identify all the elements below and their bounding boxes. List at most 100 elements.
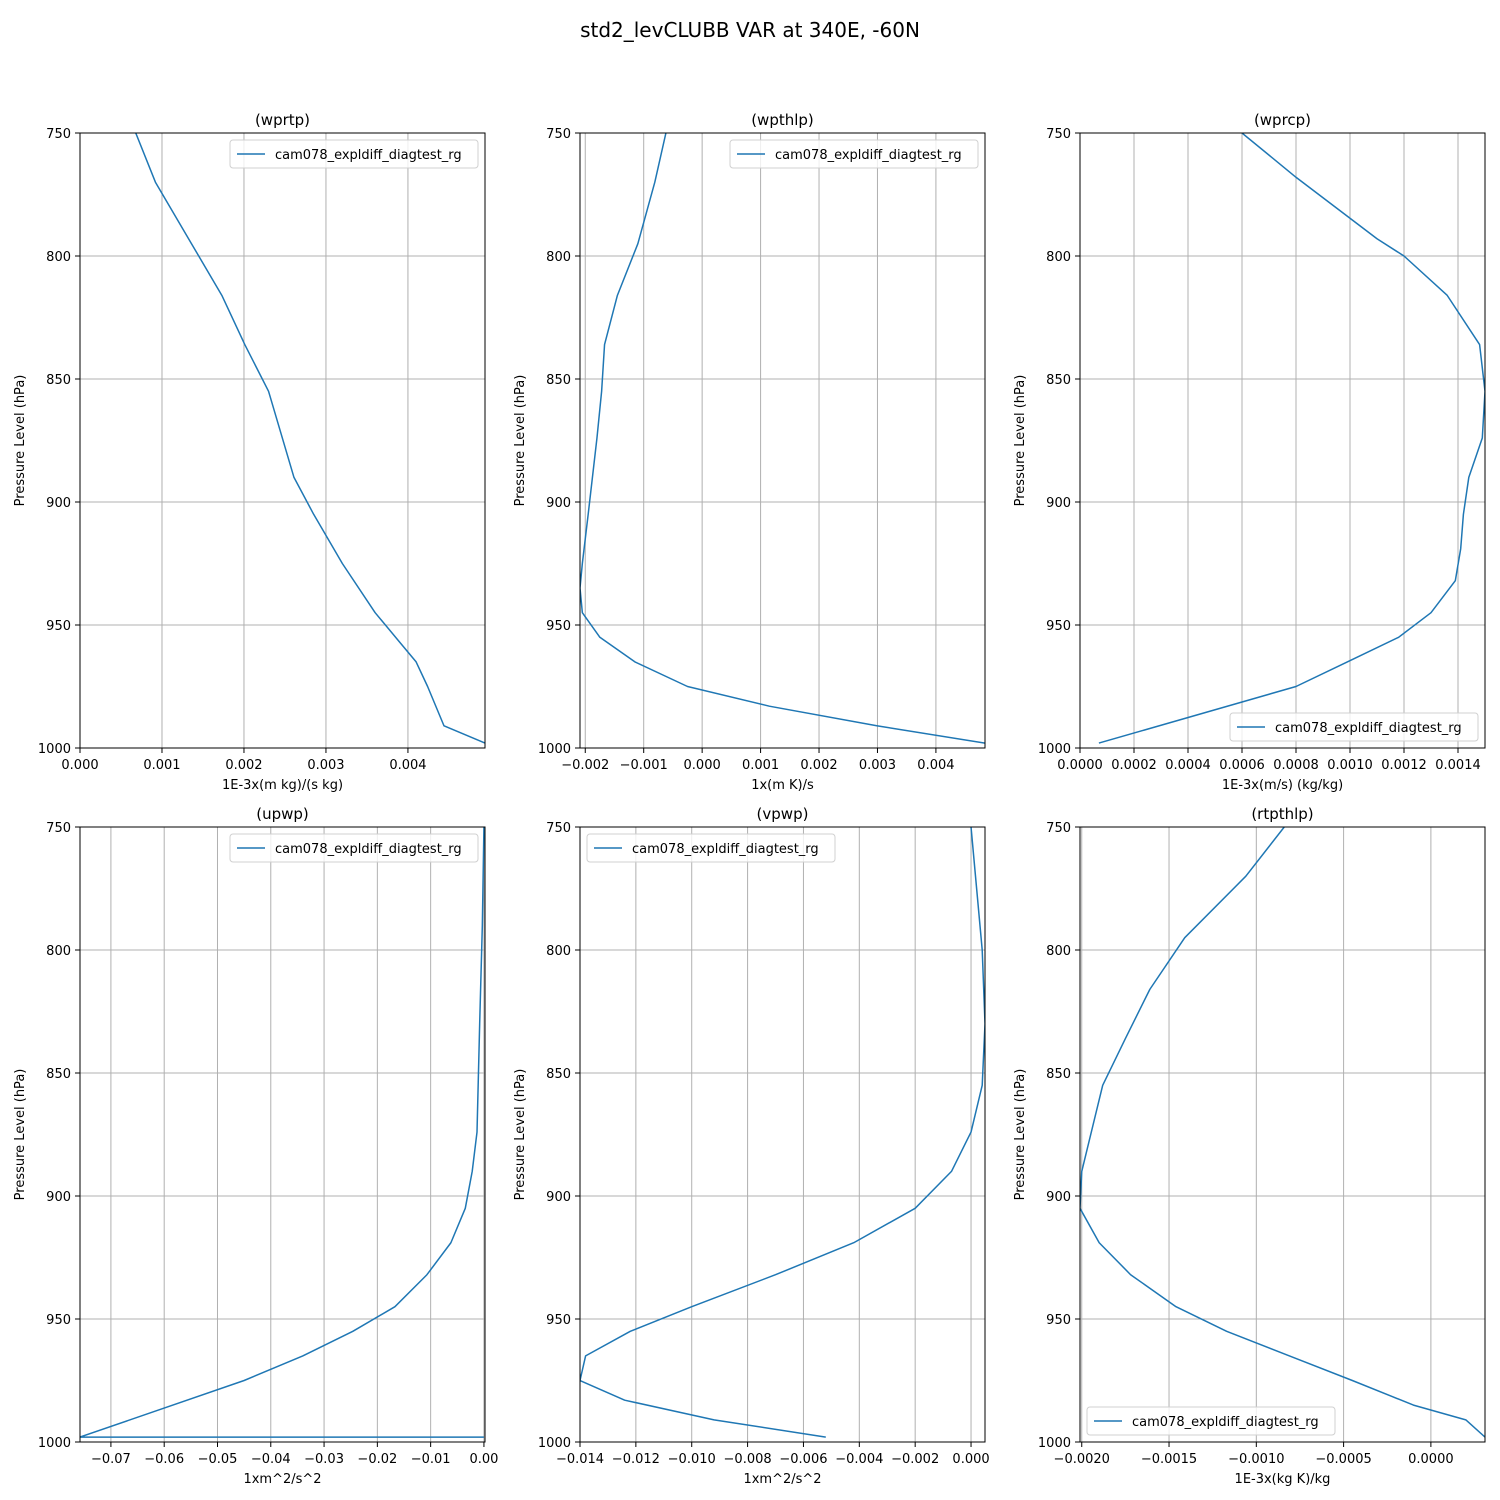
y-tick-label: 750 <box>46 127 71 142</box>
x-tick-label: 0.0002 <box>1111 758 1157 773</box>
x-tick-label: 0.002 <box>225 758 262 773</box>
y-tick-label: 800 <box>546 944 571 959</box>
series-line <box>135 133 485 744</box>
x-tick-label: 0.002 <box>800 758 837 773</box>
series-line <box>1098 133 1485 744</box>
x-tick-label: 0.001 <box>143 758 180 773</box>
x-tick-label: −0.02 <box>357 1452 397 1467</box>
legend-box <box>586 833 836 863</box>
x-tick-label: 0.0000 <box>1057 758 1103 773</box>
y-tick-label: 1000 <box>1038 742 1071 757</box>
y-axis-label: Pressure Level (hPa) <box>513 1069 528 1201</box>
y-tick-label: 850 <box>546 373 571 388</box>
y-tick-label: 800 <box>546 250 571 265</box>
x-tick-label: −0.07 <box>91 1452 131 1467</box>
legend-label: cam078_expldiff_diagtest_rg <box>1275 721 1462 736</box>
x-axis-label: 1x(m K)/s <box>751 778 814 793</box>
y-tick-label: 1000 <box>38 742 71 757</box>
y-tick-label: 750 <box>46 821 71 836</box>
figure-title: std2_levCLUBB VAR at 340E, -60N <box>580 18 920 42</box>
y-axis-label: Pressure Level (hPa) <box>13 375 28 507</box>
panel-5: −0.014 −0.012 −0.010 −0.008 −0.006 −0.004 −0.0… <box>513 805 990 1487</box>
x-tick-label: −0.03 <box>304 1452 344 1467</box>
legend-label: cam078_expldiff_diagtest_rg <box>1132 1415 1319 1430</box>
y-tick-label: 850 <box>46 373 71 388</box>
legend: cam078_expldiff_diagtest_rg <box>729 139 979 169</box>
y-axis-label: Pressure Level (hPa) <box>1013 375 1028 507</box>
y-tick-label: 950 <box>46 619 71 634</box>
x-tick-label: 0.003 <box>859 758 896 773</box>
y-tick-label: 900 <box>546 1190 571 1205</box>
y-tick-label: 850 <box>1046 1067 1071 1082</box>
x-axis-label: 1xm^2/s^2 <box>243 1472 321 1487</box>
x-tick-label: 0.004 <box>389 758 426 773</box>
x-tick-label: −0.05 <box>198 1452 238 1467</box>
panel-2: −0.002 −0.001 0.000 0.001 0.002 0.003 0.004 750… <box>513 111 986 793</box>
legend: cam078_expldiff_diagtest_rg <box>229 139 479 169</box>
x-tick-label: 0.00 <box>469 1452 498 1467</box>
legend-box <box>229 139 479 169</box>
x-tick-label: −0.0015 <box>1141 1452 1197 1467</box>
x-tick-label: −0.004 <box>835 1452 883 1467</box>
x-tick-label: −0.006 <box>779 1452 827 1467</box>
y-tick-label: 800 <box>1046 944 1071 959</box>
x-tick-label: −0.014 <box>556 1452 604 1467</box>
y-tick-label: 900 <box>1046 1190 1071 1205</box>
y-tick-label: 850 <box>1046 373 1071 388</box>
y-tick-label: 900 <box>46 496 71 511</box>
x-tick-label: −0.0010 <box>1228 1452 1284 1467</box>
y-tick-label: 950 <box>1046 619 1071 634</box>
y-axis-label: Pressure Level (hPa) <box>13 1069 28 1201</box>
x-tick-label: −0.0005 <box>1315 1452 1371 1467</box>
x-tick-label: −0.01 <box>411 1452 451 1467</box>
panel-title: (upwp) <box>256 805 309 823</box>
x-tick-label: −0.04 <box>251 1452 291 1467</box>
axes-frame <box>579 132 986 749</box>
x-tick-label: 0.0012 <box>1381 758 1427 773</box>
panel-title: (rtpthlp) <box>1251 805 1313 823</box>
panel-4: −0.07 −0.06 −0.05 −0.04 −0.03 −0.02 −0.01 0.00 7… <box>13 805 498 1487</box>
y-tick-label: 900 <box>546 496 571 511</box>
x-tick-label: 0.001 <box>742 758 779 773</box>
legend-label: cam078_expldiff_diagtest_rg <box>275 148 462 163</box>
x-tick-label: −0.001 <box>620 758 668 773</box>
panels: 0.000 0.001 0.002 0.003 0.004 750 800 850 900 950… <box>13 111 1486 1487</box>
y-tick-label: 750 <box>546 821 571 836</box>
x-tick-label: −0.002 <box>561 758 609 773</box>
y-tick-label: 1000 <box>1038 1436 1071 1451</box>
legend-box <box>229 833 479 863</box>
y-tick-label: 800 <box>1046 250 1071 265</box>
x-tick-label: 0.003 <box>307 758 344 773</box>
x-tick-label: −0.002 <box>891 1452 939 1467</box>
axes-frame <box>1079 826 1486 1443</box>
legend: cam078_expldiff_diagtest_rg <box>229 833 479 863</box>
series-line <box>580 827 985 1438</box>
y-tick-label: 850 <box>46 1067 71 1082</box>
y-axis-label: Pressure Level (hPa) <box>513 375 528 507</box>
y-tick-label: 900 <box>1046 496 1071 511</box>
y-tick-label: 750 <box>546 127 571 142</box>
y-tick-label: 750 <box>1046 821 1071 836</box>
panel-3: 0.0000 0.0002 0.0004 0.0006 0.0008 0.0010 0.00… <box>1013 111 1486 793</box>
y-tick-label: 1000 <box>538 742 571 757</box>
y-tick-label: 1000 <box>538 1436 571 1451</box>
x-tick-label: −0.008 <box>724 1452 772 1467</box>
y-tick-label: 750 <box>1046 127 1071 142</box>
y-tick-label: 800 <box>46 250 71 265</box>
panel-title: (wpthlp) <box>751 111 814 129</box>
legend-label: cam078_expldiff_diagtest_rg <box>632 842 819 857</box>
legend: cam078_expldiff_diagtest_rg <box>586 833 836 863</box>
legend-box <box>729 139 979 169</box>
legend-label: cam078_expldiff_diagtest_rg <box>775 148 962 163</box>
x-tick-label: 0.0000 <box>1408 1452 1454 1467</box>
legend-label: cam078_expldiff_diagtest_rg <box>275 842 462 857</box>
panel-6: −0.0020 −0.0015 −0.0010 −0.0005 0.0000 750 800… <box>1013 805 1486 1487</box>
panel-title: (wprcp) <box>1254 111 1311 129</box>
x-axis-label: 1E-3x(kg K)/kg <box>1235 1472 1331 1487</box>
x-tick-label: 0.0010 <box>1327 758 1373 773</box>
x-tick-label: 0.000 <box>684 758 721 773</box>
legend: cam078_expldiff_diagtest_rg <box>1229 712 1479 742</box>
x-tick-label: 0.0004 <box>1165 758 1211 773</box>
y-tick-label: 950 <box>546 1313 571 1328</box>
